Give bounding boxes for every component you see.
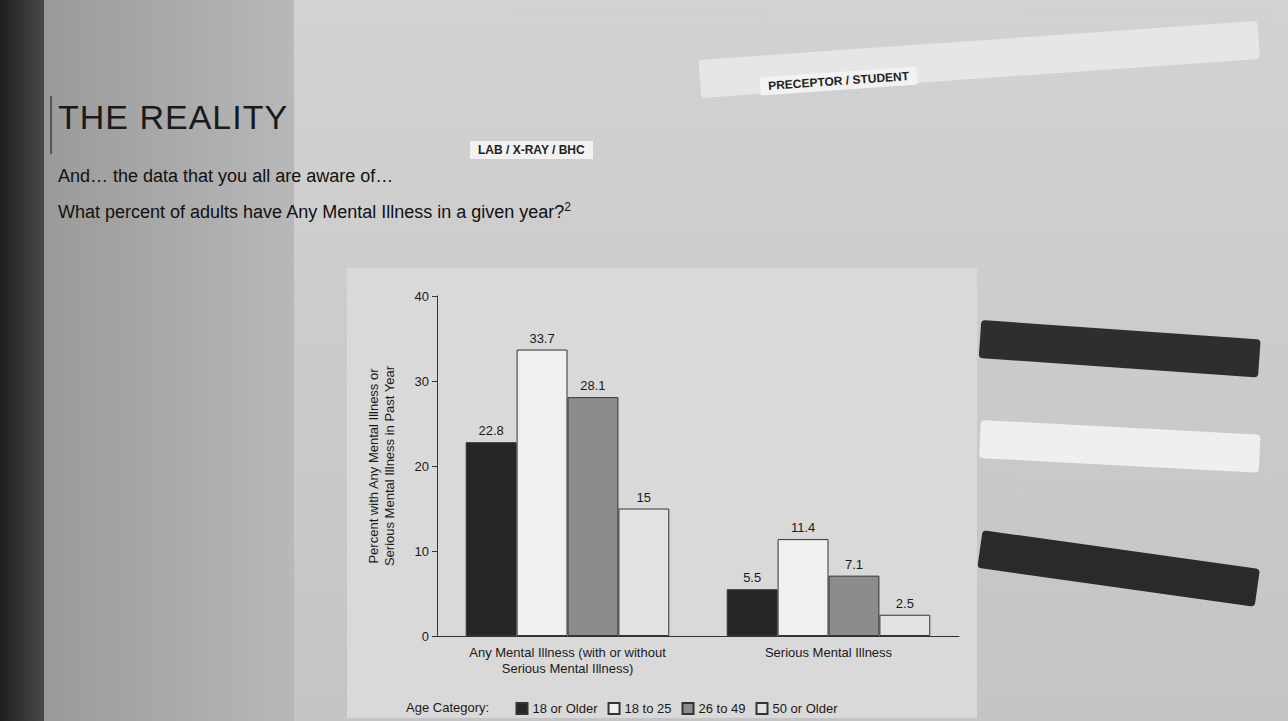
svg-text:15: 15 <box>637 490 651 505</box>
svg-text:10: 10 <box>415 544 429 559</box>
svg-text:22.8: 22.8 <box>479 423 504 438</box>
html-text:THE REALITY: THE REALITY <box>58 98 289 136</box>
svg-text:18 or Older: 18 or Older <box>533 701 599 716</box>
svg-text:20: 20 <box>415 459 429 474</box>
svg-text:Serious Mental Illness: Serious Mental Illness <box>765 645 893 660</box>
svg-text:5.5: 5.5 <box>743 570 761 585</box>
svg-text:Serious Mental Illness): Serious Mental Illness) <box>502 661 634 676</box>
svg-text:Percent with Any Mental Illnes: Percent with Any Mental Illness or <box>366 368 381 564</box>
svg-text:18 to 25: 18 to 25 <box>625 701 672 716</box>
svg-text:33.7: 33.7 <box>529 331 554 346</box>
svg-text:50 or Older: 50 or Older <box>773 701 839 716</box>
svg-text:26 to 49: 26 to 49 <box>699 701 746 716</box>
html-text:PRECEPTOR / STUDENT: PRECEPTOR / STUDENT <box>767 69 910 93</box>
svg-text:28.1: 28.1 <box>580 378 605 393</box>
svg-text:2.5: 2.5 <box>896 596 914 611</box>
svg-text:Age Category:: Age Category: <box>406 700 489 715</box>
html-text:LAB / X-RAY / BHC: LAB / X-RAY / BHC <box>478 143 585 157</box>
html-text:What percent of adults have An: What percent of adults have Any Mental I… <box>58 200 571 222</box>
svg-text:30: 30 <box>415 374 429 389</box>
html-text:And… the data that you all are: And… the data that you all are aware of… <box>58 166 394 186</box>
svg-text:7.1: 7.1 <box>845 557 863 572</box>
svg-text:40: 40 <box>415 289 429 304</box>
svg-text:0: 0 <box>422 629 429 644</box>
svg-text:Any Mental Illness (with or wi: Any Mental Illness (with or without <box>469 645 666 660</box>
svg-text:Serious Mental Illness in Past: Serious Mental Illness in Past Year <box>382 365 397 566</box>
svg-text:11.4: 11.4 <box>791 520 815 535</box>
